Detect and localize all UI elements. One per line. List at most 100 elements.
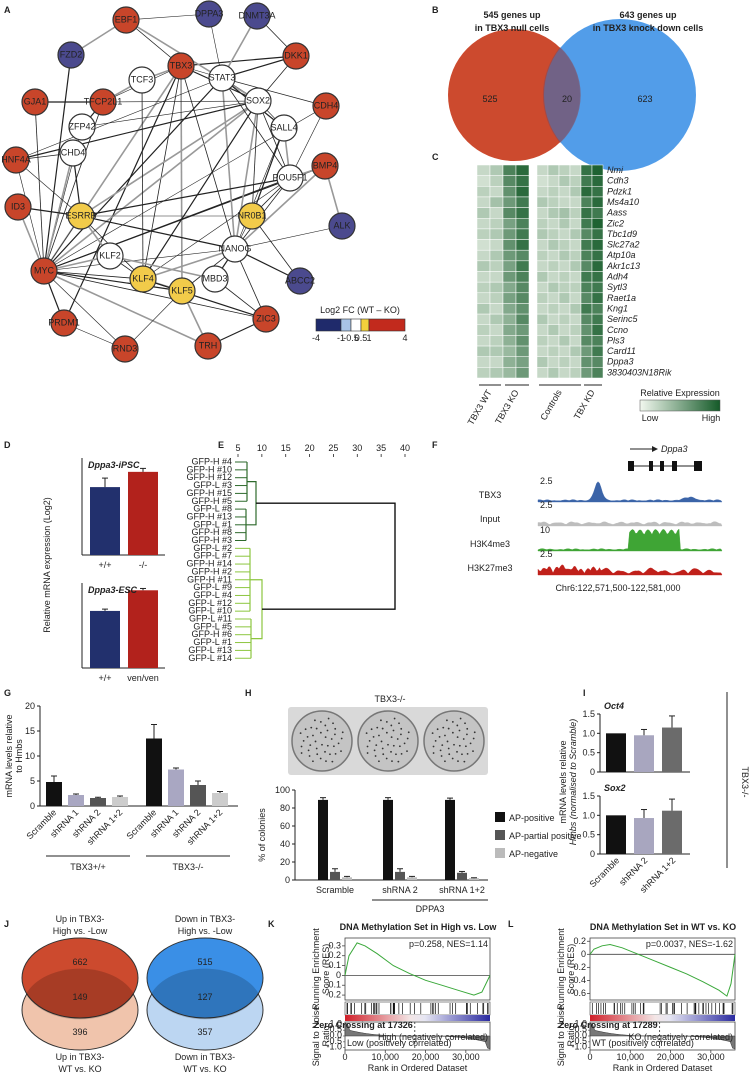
x-tick-label: 40 bbox=[400, 443, 410, 453]
legend-tick: -1 bbox=[337, 333, 345, 343]
heatmap-cell bbox=[591, 292, 604, 304]
heatmap-cell bbox=[558, 303, 571, 315]
network-edge bbox=[80, 100, 259, 217]
heatmap-cell bbox=[489, 186, 504, 198]
y-axis-label: Signal to Noise bbox=[311, 1006, 321, 1067]
heatmap-cell bbox=[515, 281, 530, 294]
y-tick-label: 40 bbox=[280, 839, 290, 849]
colony bbox=[451, 731, 454, 734]
venn-count: 357 bbox=[197, 1027, 212, 1037]
y-tick-label: 0.5 bbox=[582, 748, 595, 758]
heatmap-cell bbox=[580, 207, 593, 219]
heatmap-cell bbox=[502, 345, 517, 357]
colony bbox=[463, 760, 466, 763]
network-edge bbox=[141, 79, 144, 280]
heatmap-cell bbox=[476, 335, 491, 347]
node-label: RND3 bbox=[113, 344, 138, 354]
colony bbox=[314, 740, 317, 743]
heatmap-cell bbox=[547, 367, 560, 379]
heatmap-cell bbox=[536, 271, 549, 283]
heatmap-cell bbox=[580, 303, 593, 315]
legend-swatch bbox=[315, 318, 342, 332]
node-label: BMP4 bbox=[313, 161, 338, 171]
heatmap-cell bbox=[591, 335, 604, 347]
y-tick-label: 60 bbox=[280, 821, 290, 831]
stats: p=0.258, NES=1.14 bbox=[409, 939, 488, 949]
colony bbox=[315, 747, 318, 750]
heatmap-cell bbox=[489, 313, 504, 326]
track-scale: 2.5 bbox=[540, 549, 553, 559]
heatmap-cell bbox=[489, 196, 504, 208]
heatmap-cell bbox=[569, 303, 582, 315]
x-tick-label: 20,000 bbox=[412, 1052, 440, 1062]
heatmap-cell bbox=[591, 175, 604, 187]
y-axis-label: Relative mRNA expression (Log2) bbox=[42, 497, 52, 633]
heatmap-cell bbox=[569, 218, 582, 230]
coordinates: Chr6:122,571,500-122,581,000 bbox=[555, 583, 680, 593]
chart-title: Dppa3-iPSC bbox=[88, 460, 140, 470]
gene-label: Slc27a2 bbox=[607, 240, 640, 250]
heatmap-cell bbox=[569, 324, 582, 336]
heatmap-cell bbox=[502, 335, 517, 347]
node-label: FZD2 bbox=[60, 50, 83, 60]
node-label: STAT3 bbox=[209, 73, 236, 83]
exon bbox=[628, 461, 634, 471]
heatmap-cell bbox=[476, 260, 491, 272]
leaf-label: GFP-H #15 bbox=[186, 488, 232, 498]
network-node bbox=[128, 66, 156, 94]
colony bbox=[319, 731, 322, 734]
colony bbox=[397, 760, 400, 763]
panel-letter: A bbox=[4, 5, 11, 15]
heatmap-cell bbox=[591, 196, 604, 208]
heatmap-cell bbox=[569, 292, 582, 304]
network-node bbox=[168, 277, 196, 305]
network-node bbox=[21, 88, 49, 116]
heatmap-cell bbox=[489, 239, 504, 251]
gene-label: Atp10a bbox=[606, 250, 636, 260]
rank-strip bbox=[345, 1015, 490, 1021]
colony bbox=[380, 719, 382, 722]
network-node bbox=[30, 257, 58, 285]
heatmap-cell bbox=[547, 249, 560, 262]
heatmap-cell bbox=[536, 186, 549, 198]
heatmap-cell bbox=[502, 367, 517, 379]
heatmap-cell bbox=[569, 164, 582, 176]
gene-label: Cdh3 bbox=[607, 176, 629, 186]
panel-letter: F bbox=[432, 440, 438, 450]
panel-letter: I bbox=[583, 688, 586, 698]
colony bbox=[373, 749, 376, 752]
heatmap-cell bbox=[489, 271, 504, 283]
legend-high: High bbox=[702, 413, 721, 423]
network-node bbox=[59, 139, 87, 167]
stats: p=0.0037, NES=-1.62 bbox=[646, 939, 733, 949]
colony bbox=[304, 728, 307, 731]
network-node bbox=[96, 242, 124, 270]
y-axis-label: Running Enrichment bbox=[556, 928, 566, 1010]
gene-arrowhead bbox=[652, 446, 658, 452]
colony bbox=[330, 738, 333, 740]
colony bbox=[436, 728, 439, 731]
colony bbox=[432, 745, 435, 748]
colony bbox=[390, 724, 393, 727]
heatmap-cell bbox=[569, 367, 582, 379]
bar bbox=[457, 872, 467, 880]
heatmap-cell bbox=[476, 292, 491, 304]
heatmap-cell bbox=[591, 345, 604, 357]
x-tick-label: 15 bbox=[281, 443, 291, 453]
network-edge bbox=[142, 278, 267, 320]
x-axis-label: Rank in Ordered Dataset bbox=[613, 1063, 713, 1073]
heatmap-cell bbox=[502, 228, 517, 240]
x-tick-label: 20 bbox=[305, 443, 315, 453]
bar bbox=[662, 810, 682, 854]
heatmap-cell bbox=[536, 196, 549, 208]
colony bbox=[372, 735, 375, 738]
network-node bbox=[252, 305, 280, 333]
x-tick-label: Scramble bbox=[316, 885, 354, 895]
heatmap-cell bbox=[547, 218, 560, 230]
colony bbox=[327, 717, 330, 720]
leaf-label: GFP-L #1 bbox=[193, 637, 232, 647]
heatmap-cell bbox=[591, 303, 604, 315]
colony bbox=[406, 737, 409, 740]
heatmap-cell bbox=[547, 164, 560, 176]
